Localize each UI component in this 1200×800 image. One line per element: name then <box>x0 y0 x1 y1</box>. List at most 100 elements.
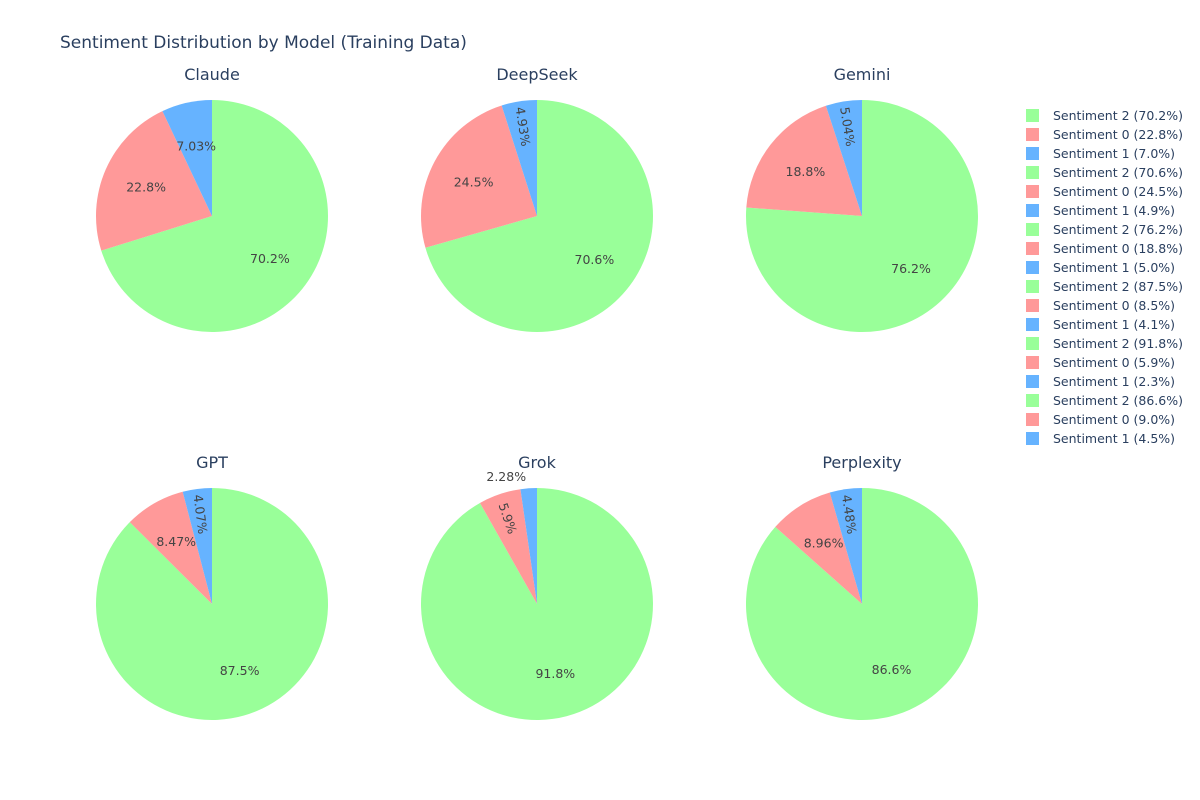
legend-item[interactable]: Sentiment 0 (22.8%) <box>1026 125 1196 144</box>
slice-label-gpt-sentiment-0: 8.47% <box>156 534 196 549</box>
pie-title-gpt: GPT <box>196 453 228 472</box>
pie-slice-gpt-sentiment-0[interactable] <box>129 491 212 604</box>
pie-slice-perplexity-sentiment-1[interactable] <box>829 488 862 604</box>
pie-slice-perplexity-sentiment-0[interactable] <box>775 492 862 604</box>
pie-slice-claude-sentiment-2[interactable] <box>101 100 328 332</box>
pie-slice-gemini-sentiment-1[interactable] <box>825 100 862 216</box>
slice-label-claude-sentiment-0: 22.8% <box>126 180 166 195</box>
legend-item[interactable]: Sentiment 1 (7.0%) <box>1026 144 1196 163</box>
legend-swatch <box>1026 242 1039 255</box>
legend-label: Sentiment 2 (70.6%) <box>1053 165 1183 180</box>
pie-title-deepseek: DeepSeek <box>496 65 578 84</box>
slice-label-claude-sentiment-1: 7.03% <box>176 138 216 153</box>
pie-title-perplexity: Perplexity <box>822 453 901 472</box>
legend-swatch <box>1026 261 1039 274</box>
legend-label: Sentiment 0 (8.5%) <box>1053 298 1176 313</box>
pie-slice-gpt-sentiment-2[interactable] <box>96 488 329 720</box>
slice-label-gemini-sentiment-1: 5.04% <box>837 106 858 148</box>
pie-slice-gpt-sentiment-1[interactable] <box>182 488 212 604</box>
legend-swatch <box>1026 280 1039 293</box>
legend-label: Sentiment 2 (76.2%) <box>1053 222 1183 237</box>
legend-item[interactable]: Sentiment 2 (76.2%) <box>1026 220 1196 239</box>
legend-item[interactable]: Sentiment 2 (86.6%) <box>1026 391 1196 410</box>
legend-item[interactable]: Sentiment 1 (2.3%) <box>1026 372 1196 391</box>
chart-title: Sentiment Distribution by Model (Trainin… <box>60 33 467 53</box>
legend-item[interactable]: Sentiment 2 (91.8%) <box>1026 334 1196 353</box>
legend-label: Sentiment 1 (4.9%) <box>1053 203 1176 218</box>
legend-label: Sentiment 1 (4.1%) <box>1053 317 1176 332</box>
legend-swatch <box>1026 185 1039 198</box>
pie-slice-gemini-sentiment-2[interactable] <box>745 100 978 332</box>
pie-perplexity: 86.6% 8.96%4.48% Perplexity <box>745 453 978 720</box>
pie-slice-claude-sentiment-1[interactable] <box>162 100 212 216</box>
pie-title-gemini: Gemini <box>834 65 891 84</box>
legend-swatch <box>1026 166 1039 179</box>
legend-item[interactable]: Sentiment 0 (9.0%) <box>1026 410 1196 429</box>
slice-label-gemini-sentiment-2: 76.2% <box>891 261 931 276</box>
legend-swatch <box>1026 318 1039 331</box>
slice-label-perplexity-sentiment-1: 4.48% <box>839 494 859 536</box>
legend-swatch <box>1026 109 1039 122</box>
pie-slice-claude-sentiment-0[interactable] <box>96 111 212 251</box>
legend-swatch <box>1026 299 1039 312</box>
pie-slice-grok-sentiment-0[interactable] <box>479 489 537 604</box>
legend-label: Sentiment 1 (7.0%) <box>1053 146 1176 161</box>
slice-label-deepseek-sentiment-1: 4.93% <box>513 106 534 148</box>
slice-label-gpt-sentiment-1: 4.07% <box>191 494 211 535</box>
slice-label-perplexity-sentiment-2: 86.6% <box>872 662 912 677</box>
legend-item[interactable]: Sentiment 0 (18.8%) <box>1026 239 1196 258</box>
legend-item[interactable]: Sentiment 2 (70.2%) <box>1026 106 1196 125</box>
legend-label: Sentiment 1 (2.3%) <box>1053 374 1176 389</box>
legend-swatch <box>1026 356 1039 369</box>
legend-swatch <box>1026 413 1039 426</box>
legend-item[interactable]: Sentiment 0 (5.9%) <box>1026 353 1196 372</box>
pie-gemini: 76.2% 18.8% 5.04% Gemini <box>745 65 978 332</box>
legend-swatch <box>1026 432 1039 445</box>
slice-label-gpt-sentiment-2: 87.5% <box>220 663 260 678</box>
pie-charts: 70.2% 22.8% 7.03% Claude 70.6% 24.5% 4.93% Deep… <box>96 65 978 720</box>
pie-slice-perplexity-sentiment-2[interactable] <box>745 488 978 720</box>
legend-label: Sentiment 0 (24.5%) <box>1053 184 1183 199</box>
legend-item[interactable]: Sentiment 2 (87.5%) <box>1026 277 1196 296</box>
legend-swatch <box>1026 223 1039 236</box>
pie-gpt: 87.5% 8.47%4.07% GPT <box>96 453 329 720</box>
legend-item[interactable]: Sentiment 1 (4.9%) <box>1026 201 1196 220</box>
pie-slice-grok-sentiment-2[interactable] <box>420 488 653 720</box>
legend-label: Sentiment 2 (70.2%) <box>1053 108 1183 123</box>
pie-slice-gemini-sentiment-0[interactable] <box>746 105 862 216</box>
legend-item[interactable]: Sentiment 1 (4.1%) <box>1026 315 1196 334</box>
legend-label: Sentiment 2 (86.6%) <box>1053 393 1183 408</box>
legend-swatch <box>1026 204 1039 217</box>
pie-slice-deepseek-sentiment-0[interactable] <box>421 105 537 248</box>
legend-label: Sentiment 0 (22.8%) <box>1053 127 1183 142</box>
legend-swatch <box>1026 337 1039 350</box>
slice-label-deepseek-sentiment-2: 70.6% <box>575 252 615 267</box>
pie-deepseek: 70.6% 24.5% 4.93% DeepSeek <box>421 65 654 333</box>
legend-label: Sentiment 0 (18.8%) <box>1053 241 1183 256</box>
legend-label: Sentiment 1 (5.0%) <box>1053 260 1176 275</box>
slice-label-claude-sentiment-2: 70.2% <box>250 251 290 266</box>
pie-title-claude: Claude <box>184 65 240 84</box>
legend: Sentiment 2 (70.2%) Sentiment 0 (22.8%) Se… <box>1026 106 1196 448</box>
pie-claude: 70.2% 22.8% 7.03% Claude <box>96 65 328 332</box>
legend-item[interactable]: Sentiment 2 (70.6%) <box>1026 163 1196 182</box>
legend-label: Sentiment 0 (5.9%) <box>1053 355 1176 370</box>
slice-label-grok-sentiment-1: 2.28% <box>486 469 526 484</box>
slice-label-perplexity-sentiment-0: 8.96% <box>804 536 844 551</box>
pie-grok: 91.8%5.9%2.28%Grok <box>420 453 653 720</box>
legend-swatch <box>1026 394 1039 407</box>
slice-label-gemini-sentiment-0: 18.8% <box>786 164 826 179</box>
legend-swatch <box>1026 147 1039 160</box>
legend-label: Sentiment 2 (87.5%) <box>1053 279 1183 294</box>
pie-slice-grok-sentiment-1[interactable] <box>520 488 537 604</box>
legend-item[interactable]: Sentiment 0 (8.5%) <box>1026 296 1196 315</box>
pie-slice-deepseek-sentiment-1[interactable] <box>501 100 537 216</box>
slice-label-deepseek-sentiment-0: 24.5% <box>454 175 494 190</box>
legend-item[interactable]: Sentiment 1 (5.0%) <box>1026 258 1196 277</box>
legend-label: Sentiment 1 (4.5%) <box>1053 431 1176 446</box>
legend-swatch <box>1026 128 1039 141</box>
legend-item[interactable]: Sentiment 0 (24.5%) <box>1026 182 1196 201</box>
slice-label-grok-sentiment-2: 91.8% <box>535 666 575 681</box>
legend-item[interactable]: Sentiment 1 (4.5%) <box>1026 429 1196 448</box>
pie-slice-deepseek-sentiment-2[interactable] <box>425 100 654 333</box>
